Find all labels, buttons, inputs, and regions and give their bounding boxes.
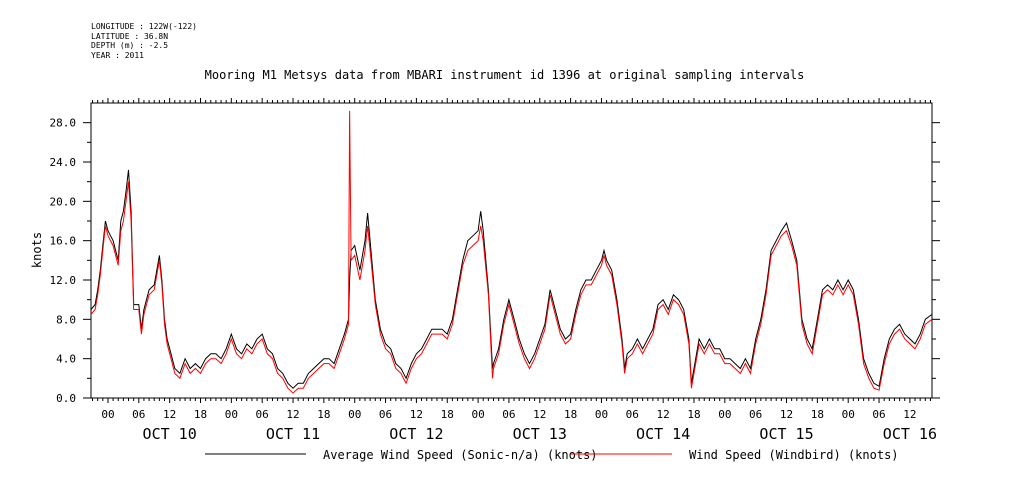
y-tick-label: 4.0 — [56, 353, 76, 366]
metadata-year: YEAR : 2011 — [91, 50, 144, 60]
x-day-label: OCT 11 — [266, 425, 320, 443]
x-tick-label: 18 — [687, 408, 700, 421]
x-tick-label: 12 — [780, 408, 793, 421]
legend-label-windbird: Wind Speed (Windbird) (knots) — [689, 448, 899, 462]
x-tick-labels: 00 06 12 18 00 06 12 18 00 06 12 18 00 06 12 18 00 06 12 18… — [101, 408, 916, 421]
x-tick-label: 12 — [657, 408, 670, 421]
x-tick-label: 00 — [471, 408, 484, 421]
x-tick-label: 00 — [842, 408, 855, 421]
chart-title: Mooring M1 Metsys data from MBARI instru… — [204, 68, 805, 82]
axis-ticks — [83, 98, 940, 403]
x-day-label: OCT 15 — [759, 425, 813, 443]
x-tick-label: 00 — [225, 408, 238, 421]
x-tick-label: 00 — [595, 408, 608, 421]
y-tick-label: 12.0 — [50, 274, 77, 287]
x-day-label: OCT 13 — [513, 425, 567, 443]
x-day-label: OCT 10 — [143, 425, 197, 443]
y-tick-label: 20.0 — [50, 195, 77, 208]
legend-label-sonic: Average Wind Speed (Sonic-n/a) (knots) — [323, 448, 598, 462]
x-tick-label: 12 — [533, 408, 546, 421]
y-tick-label: 16.0 — [50, 235, 77, 248]
legend: Average Wind Speed (Sonic-n/a) (knots) W… — [205, 448, 899, 462]
metadata-latitude: LATITUDE : 36.8N — [91, 31, 169, 41]
x-day-label: OCT 14 — [636, 425, 690, 443]
x-day-label: OCT 16 — [883, 425, 937, 443]
x-day-labels: OCT 10 OCT 11 OCT 12 OCT 13 OCT 14 OCT 15 OCT … — [143, 425, 937, 443]
x-tick-label: 06 — [132, 408, 145, 421]
x-tick-label: 06 — [256, 408, 269, 421]
x-tick-label: 06 — [626, 408, 639, 421]
x-tick-label: 06 — [872, 408, 885, 421]
plot-frame — [90, 102, 933, 399]
y-tick-label: 24.0 — [50, 156, 77, 169]
x-tick-label: 18 — [564, 408, 577, 421]
metadata-depth: DEPTH (m) : -2.5 — [91, 41, 169, 50]
x-tick-label: 18 — [317, 408, 330, 421]
metadata-block: LONGITUDE : 122W(-122) LATITUDE : 36.8N … — [91, 22, 197, 60]
x-tick-label: 00 — [101, 408, 114, 421]
y-tick-labels: 0.0 4.0 8.0 12.0 16.0 20.0 24.0 28.0 — [50, 117, 77, 405]
x-tick-label: 18 — [811, 408, 824, 421]
x-tick-label: 18 — [441, 408, 454, 421]
x-tick-label: 06 — [379, 408, 392, 421]
x-tick-label: 18 — [194, 408, 207, 421]
x-tick-label: 06 — [749, 408, 762, 421]
x-tick-label: 06 — [502, 408, 515, 421]
metadata-longitude: LONGITUDE : 122W(-122) — [91, 22, 197, 31]
x-tick-label: 12 — [163, 408, 176, 421]
x-day-label: OCT 12 — [389, 425, 443, 443]
y-tick-label: 8.0 — [56, 313, 76, 326]
series-line-windbird — [90, 110, 933, 394]
y-tick-label: 28.0 — [50, 117, 77, 130]
y-tick-label: 0.0 — [56, 392, 76, 405]
x-tick-label: 12 — [286, 408, 299, 421]
y-axis-label: knots — [30, 232, 44, 268]
x-tick-label: 12 — [410, 408, 423, 421]
x-tick-label: 12 — [903, 408, 916, 421]
series-line-sonic — [90, 169, 933, 389]
x-tick-label: 00 — [348, 408, 361, 421]
series-lines — [90, 110, 933, 394]
x-tick-label: 00 — [718, 408, 731, 421]
